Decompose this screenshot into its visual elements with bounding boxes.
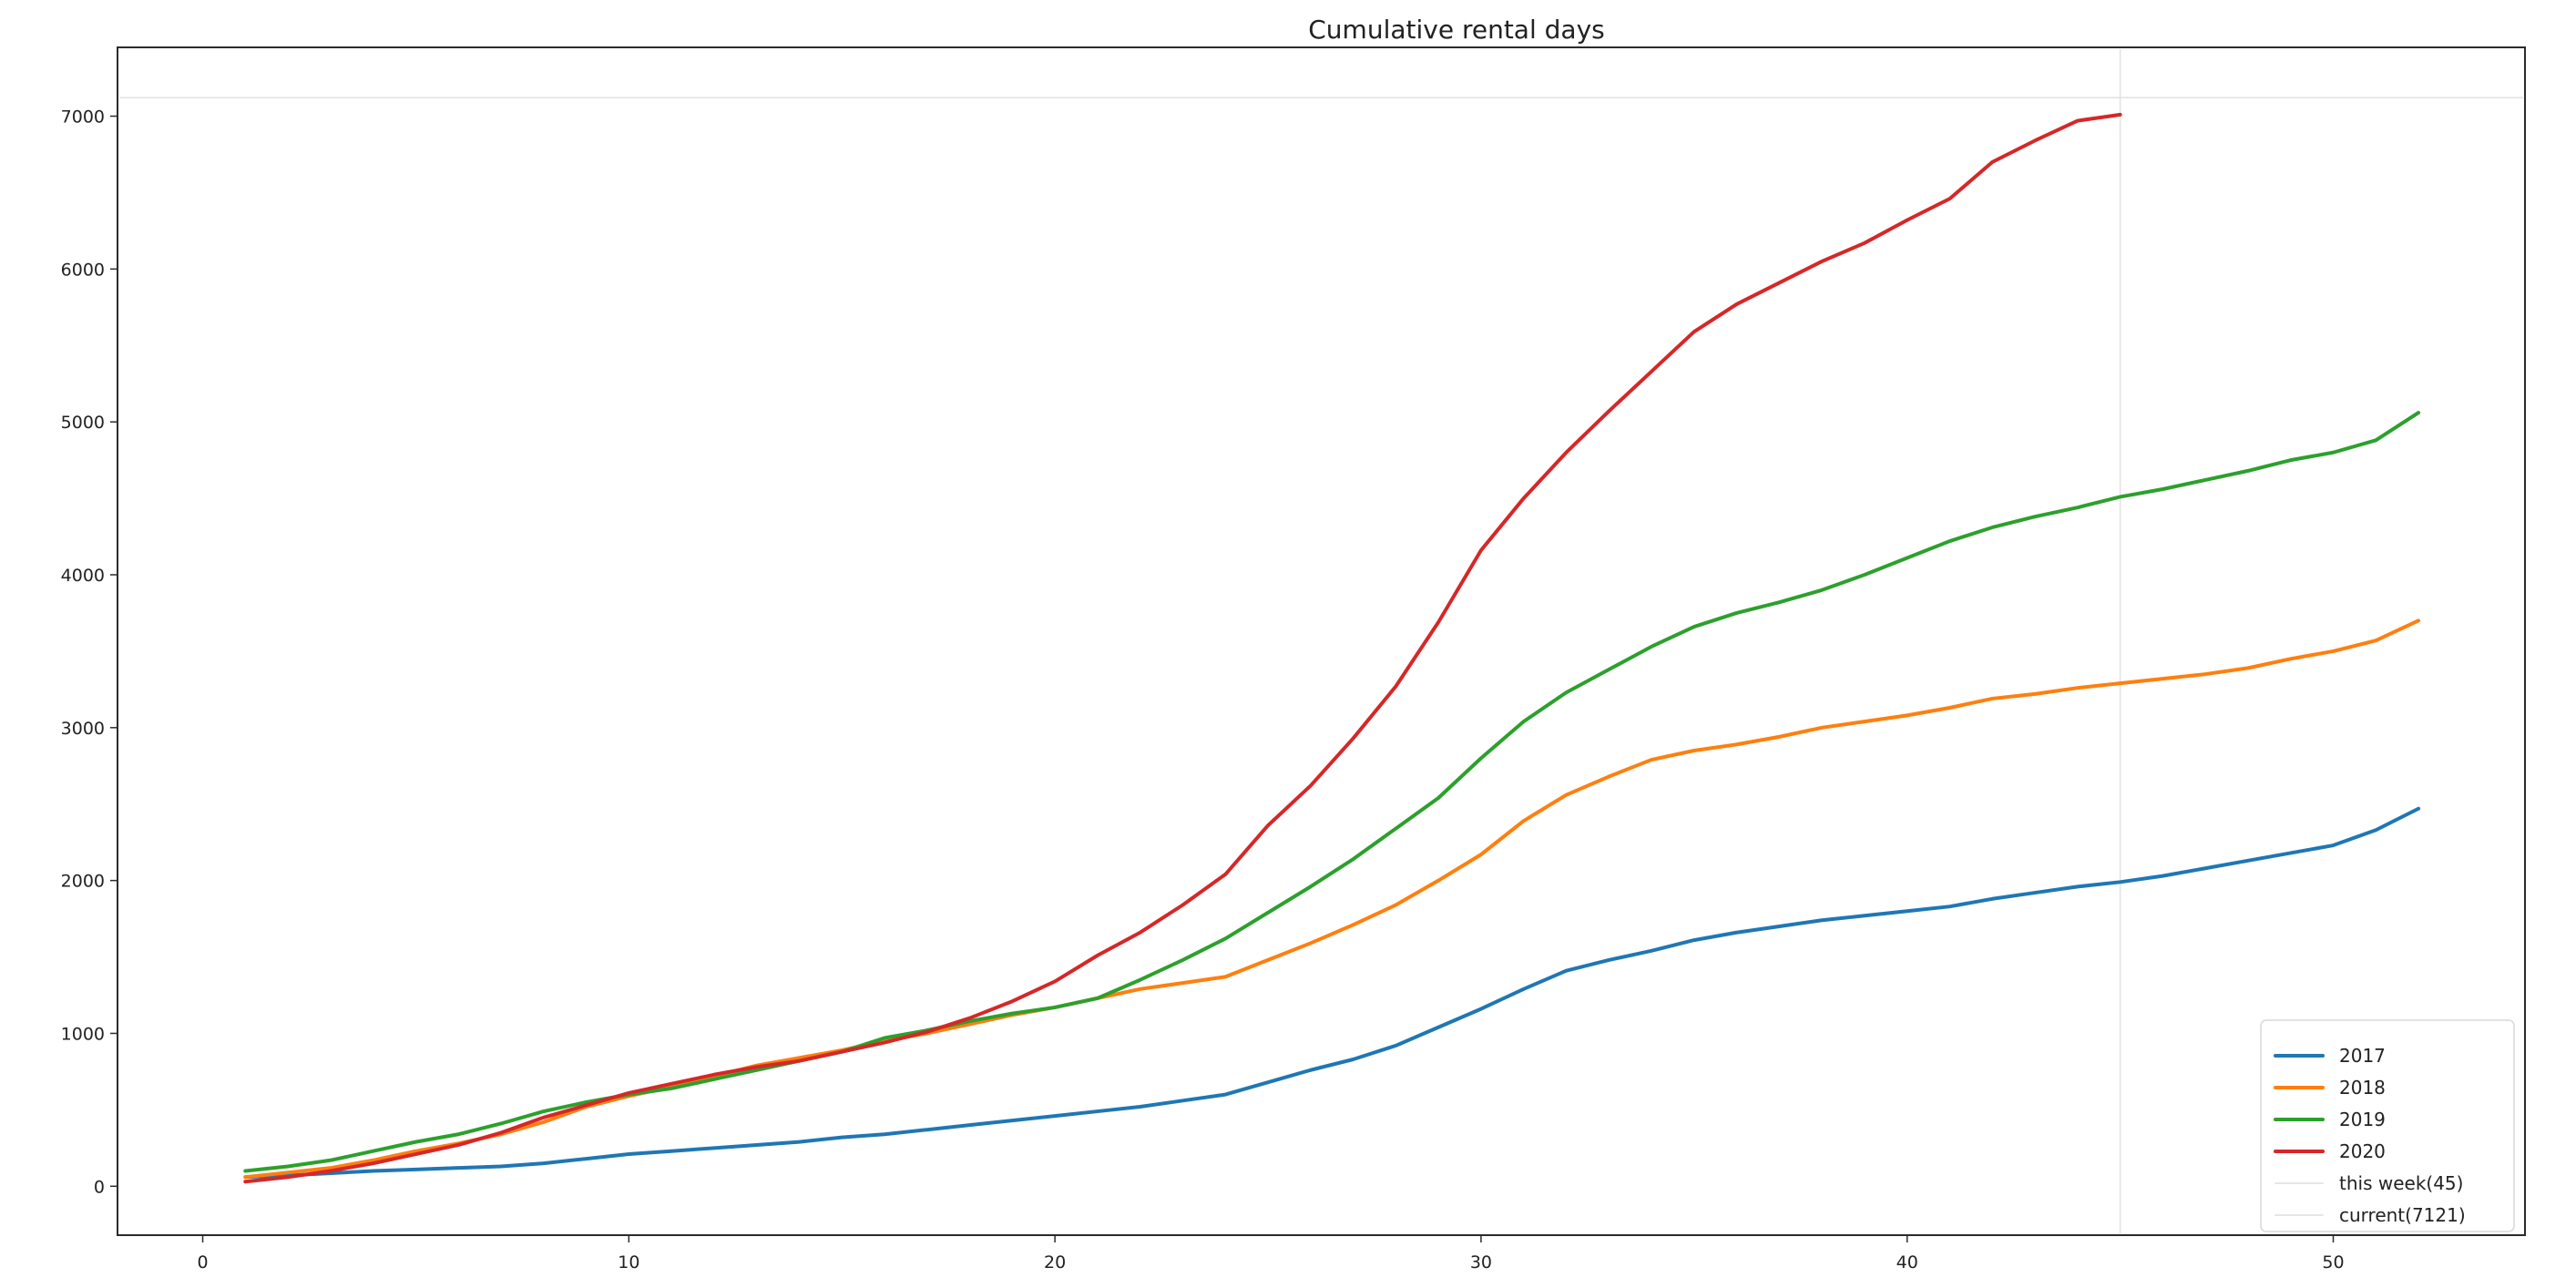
y-tick-label: 5000 (61, 413, 105, 433)
y-tick-label: 3000 (61, 719, 105, 739)
series-line-2017 (243, 806, 2421, 1180)
y-tick-label: 7000 (61, 107, 105, 128)
legend-series-label: 2018 (2339, 1077, 2386, 1099)
legend-reference-label: current(7121) (2339, 1204, 2466, 1226)
legend-reference-label: this week(45) (2339, 1172, 2463, 1194)
chart-legend: 2017 2018 2019 2020 this week(45) current(712… (2260, 1019, 2515, 1232)
legend-series-label: 2017 (2339, 1045, 2386, 1067)
legend-series-label: 2020 (2339, 1140, 2386, 1162)
y-tick-label: 6000 (61, 260, 105, 280)
series-lines (243, 112, 2421, 1184)
x-tick-label: 30 (1470, 1252, 1492, 1273)
reference-lines (119, 49, 2523, 1233)
series-line-2019 (243, 411, 2421, 1173)
x-tick-label: 40 (1896, 1252, 1918, 1273)
series-line-2018 (243, 618, 2421, 1180)
axis-ticks: 0 10 20 30 40 50 0 1000 2000 3000 4000 5000 6000 7000 (61, 107, 2345, 1273)
series-line-2020 (243, 112, 2122, 1184)
y-tick-label: 2000 (61, 872, 105, 892)
chart-title: Cumulative rental days (1308, 15, 1605, 45)
x-tick-label: 0 (198, 1252, 209, 1273)
y-tick-label: 1000 (61, 1024, 105, 1044)
y-tick-label: 0 (94, 1177, 105, 1197)
legend-series-label: 2019 (2339, 1109, 2386, 1130)
x-tick-label: 20 (1044, 1252, 1066, 1273)
x-tick-label: 50 (2322, 1252, 2344, 1273)
plot-frame (117, 46, 2526, 1236)
legend-box (2260, 1019, 2515, 1232)
y-tick-label: 4000 (61, 566, 105, 586)
x-tick-label: 10 (618, 1252, 639, 1273)
